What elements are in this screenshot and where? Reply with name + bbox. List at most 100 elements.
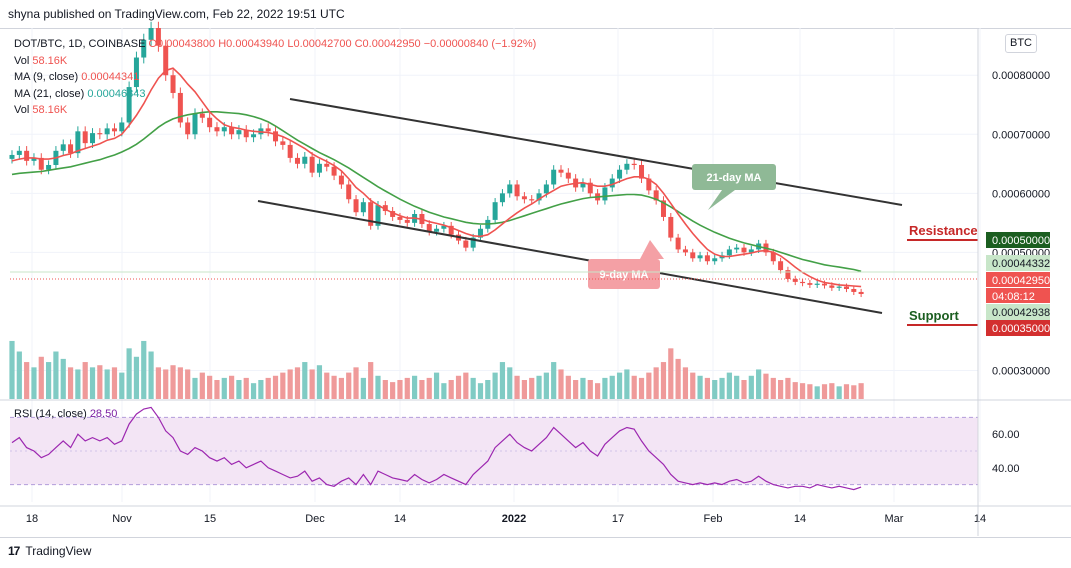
volume-bar: [229, 375, 235, 399]
volume-bar: [324, 372, 330, 399]
candle-body: [690, 252, 696, 259]
ma21-callout-label: 21-day MA: [706, 172, 761, 184]
candle-body: [126, 87, 132, 123]
time-tick-label: 17: [612, 513, 624, 525]
candle-body: [668, 216, 674, 238]
candle-body: [368, 202, 374, 226]
legend-vol-label: Vol: [14, 54, 30, 67]
price-tick-label: 0.00060000: [992, 188, 1050, 200]
volume-bar: [814, 386, 820, 399]
candle-body: [587, 182, 593, 194]
volume-bar: [243, 377, 249, 399]
candle-body: [185, 122, 191, 135]
candle-body: [316, 163, 322, 173]
volume-bar: [778, 380, 784, 399]
volume-bar: [690, 372, 696, 399]
candle-body: [448, 225, 454, 235]
volume-bar: [529, 377, 535, 399]
candle-body: [514, 184, 520, 197]
volume-bar: [382, 380, 388, 399]
volume-bar: [448, 380, 454, 399]
price-axis-label: 04:08:12: [992, 291, 1035, 303]
candle-body: [653, 190, 659, 201]
price-axis-label-box: [986, 288, 1050, 303]
rsi-pane: [10, 406, 978, 491]
volume-bar: [316, 365, 323, 399]
candle-body: [111, 128, 117, 132]
candle-body: [631, 163, 637, 165]
candle-body: [646, 178, 652, 191]
volume-bar: [595, 383, 601, 399]
volume-bar: [111, 367, 118, 399]
legend-ohlc: O0.00043800 H0.00043940 L0.00042700 C0.0…: [148, 38, 537, 50]
volume-bar: [573, 380, 579, 399]
tradingview-logo-icon[interactable]: 17: [8, 544, 20, 558]
candle-body: [236, 130, 242, 135]
candle-body: [302, 156, 308, 164]
ma9-callout-label: 9-day MA: [600, 269, 649, 281]
candle-body: [704, 255, 710, 262]
currency-badge[interactable]: BTC: [1005, 34, 1037, 53]
candle-body: [675, 237, 681, 250]
volume-bar: [236, 380, 242, 399]
chart-frame[interactable]: [0, 28, 1071, 538]
candle-body: [499, 193, 505, 203]
time-tick-label: Mar: [885, 513, 904, 525]
legend-symbol[interactable]: DOT/BTC, 1D, COINBASE: [14, 38, 146, 50]
ma9-callout-pointer: [640, 240, 664, 259]
volume-bar: [507, 367, 513, 399]
time-tick-label: 15: [204, 513, 216, 525]
candle-body: [280, 141, 286, 145]
candle-body: [807, 283, 813, 285]
candle-body: [682, 249, 688, 253]
legend-vol2-label: Vol: [14, 104, 30, 116]
candle-body: [792, 278, 798, 282]
volume-bar: [477, 383, 484, 399]
volume-bar: [763, 373, 769, 399]
volume-bar: [280, 372, 286, 399]
candle-body: [207, 117, 213, 128]
volume-bar: [829, 383, 835, 399]
volume-bar: [580, 377, 586, 399]
candle-body: [273, 131, 279, 142]
time-tick-label: 18: [26, 513, 38, 525]
candle-body: [24, 150, 30, 161]
candle-body: [221, 127, 227, 132]
candle-body: [778, 261, 784, 271]
volume-bar: [331, 375, 337, 399]
volume-bar: [675, 358, 681, 399]
volume-bar: [609, 375, 615, 399]
volume-bar: [258, 380, 264, 399]
rsi-legend: RSI (14, close) 28.50: [14, 408, 117, 420]
candle-body: [617, 169, 623, 179]
volume-bar: [441, 383, 447, 399]
tradingview-brand[interactable]: TradingView: [25, 544, 92, 558]
volume-bar: [207, 375, 213, 399]
volume-bar: [170, 365, 176, 399]
candle-body: [858, 291, 864, 295]
candle-body: [46, 164, 52, 170]
support-label: Support: [909, 308, 959, 323]
volume-bar: [177, 367, 183, 399]
candle-body: [382, 205, 388, 212]
legend-ma9-label: MA (9, close): [14, 71, 79, 83]
candle-body: [785, 270, 791, 279]
resistance-label: Resistance: [909, 223, 978, 238]
rsi-tick-label: 40.00: [992, 463, 1020, 475]
volume-bar: [119, 372, 125, 399]
candle-body: [800, 281, 806, 284]
candle-body: [353, 199, 359, 213]
candle-body: [477, 228, 483, 238]
volume-bar: [141, 340, 147, 399]
candle-body: [536, 193, 542, 201]
candle-body: [141, 39, 147, 58]
volume-bar: [67, 367, 74, 399]
volume-bar: [463, 372, 469, 399]
volume-bar: [697, 375, 703, 399]
volume-bar: [858, 383, 864, 399]
candle-body: [243, 130, 249, 138]
volume-bar: [346, 372, 352, 399]
volume-bar: [470, 377, 476, 399]
legend-ohlc-row: DOT/BTC, 1D, COINBASE O0.00043800 H0.000…: [14, 36, 536, 53]
